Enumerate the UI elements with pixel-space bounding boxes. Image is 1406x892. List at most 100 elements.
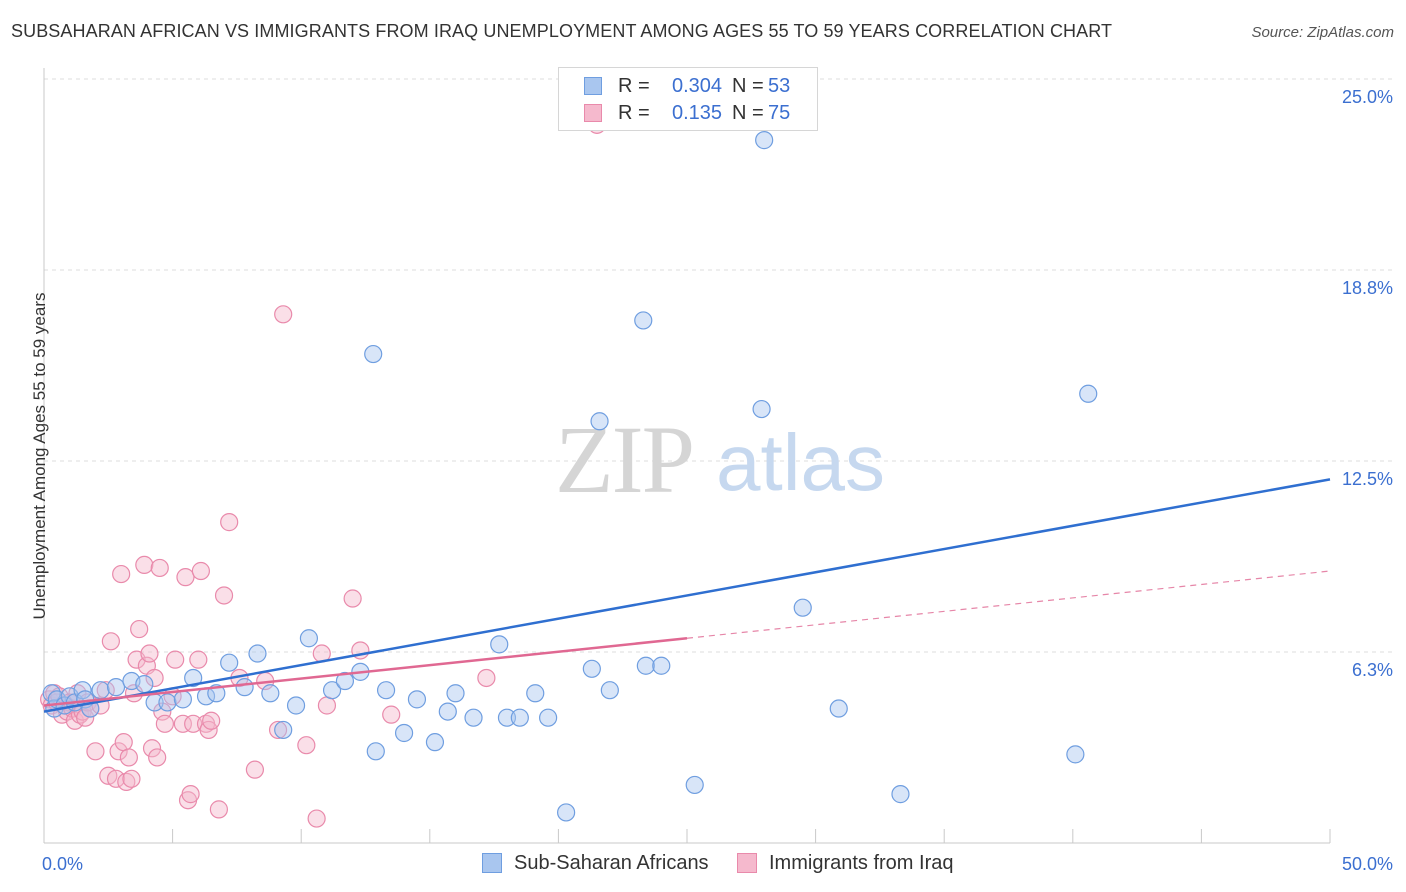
iraq-point [202,711,221,730]
subsaharan-point [510,708,529,727]
legend-r-value: 0.135 [671,102,723,124]
subsaharan-point [600,681,619,700]
y-tick-label: 12.5% [1342,469,1393,489]
iraq-point [142,739,162,758]
legend-label-iraq: Immigrants from Iraq [769,852,954,874]
subsaharan-point [407,690,427,709]
subsaharan-point [220,653,239,672]
iraq-point [148,748,167,767]
iraq-point [184,714,203,733]
subsaharan-point [652,656,671,675]
y-tick-label: 6.3% [1352,660,1393,680]
correlation-legend: R = 0.304 N = 53 R = 0.135 N = 75 [558,67,818,131]
subsaharan-point [425,733,445,752]
watermark-atlas: atlas [716,418,885,507]
iraq-trend-extension [686,570,1331,639]
chart-title: SUBSAHARAN AFRICAN VS IMMIGRANTS FROM IR… [11,21,1113,41]
legend-n-value: 75 [768,102,791,124]
x-tick-labels: 0.0% 50.0% [42,854,1393,874]
subsaharan-point [286,696,306,715]
subsaharan-point [582,659,601,678]
subsaharan-point [829,699,848,718]
subsaharan-point [634,311,653,330]
iraq-point [140,644,159,663]
subsaharan-point [590,412,609,431]
subsaharan-point [184,668,203,688]
legend-swatch-blue [584,77,602,95]
watermark-zip: ZIP [555,406,693,513]
subsaharan-point [685,775,704,795]
iraq-point [343,589,362,608]
subsaharan-point [248,644,267,663]
subsaharan-point [91,681,110,700]
series-iraq-points [40,115,607,828]
subsaharan-point [891,785,910,804]
iraq-point [86,742,105,761]
iraq-point [145,668,164,688]
subsaharan-point [235,678,254,697]
x-tick-label: 0.0% [42,854,83,874]
y-tick-label: 18.8% [1342,278,1393,298]
iraq-point [191,561,210,581]
iraq-point [109,742,128,761]
iraq-point [166,650,185,669]
iraq-point [176,568,195,587]
subsaharan-point [755,131,774,150]
iraq-point [76,708,95,727]
legend-r-label: R = [618,75,650,97]
iraq-trend-line [43,637,688,707]
legend-n-value: 53 [768,75,791,97]
subsaharan-point [490,635,509,654]
iraq-point [297,736,316,755]
iraq-point [214,586,234,605]
iraq-point [317,696,337,715]
subsaharan-point [364,344,383,364]
subsaharan-point [446,684,465,703]
iraq-point [245,760,265,779]
subsaharan-point [526,684,545,703]
subsaharan-point [335,671,355,691]
legend-n-label: N = [732,75,764,97]
iraq-point [307,809,326,828]
y-tick-labels: 6.3% 12.5% 18.8% 25.0% [1342,87,1393,680]
subsaharan-point [1066,745,1085,764]
subsaharan-point [299,629,319,648]
iraq-point [382,705,401,724]
legend-label-subsaharan: Sub-Saharan Africans [514,852,709,874]
axes [43,68,1331,844]
legend-n-label: N = [732,102,764,124]
iraq-point [268,720,288,740]
legend-swatch-pink [584,104,602,122]
subsaharan-point [322,681,342,700]
iraq-point [106,769,126,788]
trend-lines [43,478,1331,713]
iraq-point [112,564,131,584]
gridlines [44,78,1394,653]
iraq-point [155,714,174,733]
iraq-point [150,558,169,578]
subsaharan-point [261,684,280,703]
iraq-point [135,555,154,575]
iraq-point [119,748,138,767]
y-axis-label: Unemployment Among Ages 55 to 59 years [30,292,49,620]
subsaharan-point [636,656,655,675]
subsaharan-point [497,708,517,727]
legend-r-value: 0.304 [671,75,723,97]
iraq-point [477,668,496,688]
subsaharan-point [366,742,385,761]
iraq-point [114,733,133,752]
subsaharan-point [557,803,576,822]
source-credit: Source: ZipAtlas.com [1251,24,1394,41]
subsaharan-point [394,723,414,743]
iraq-point [189,650,208,669]
subsaharan-point [1079,384,1098,403]
iraq-point [122,769,141,788]
subsaharan-trend-line [43,478,1331,713]
iraq-point [173,714,192,733]
subsaharan-point [135,674,154,694]
legend-swatch-blue [482,853,502,873]
legend-swatch-pink [737,853,757,873]
legend-r-label: R = [618,102,650,124]
subsaharan-point [752,399,771,419]
